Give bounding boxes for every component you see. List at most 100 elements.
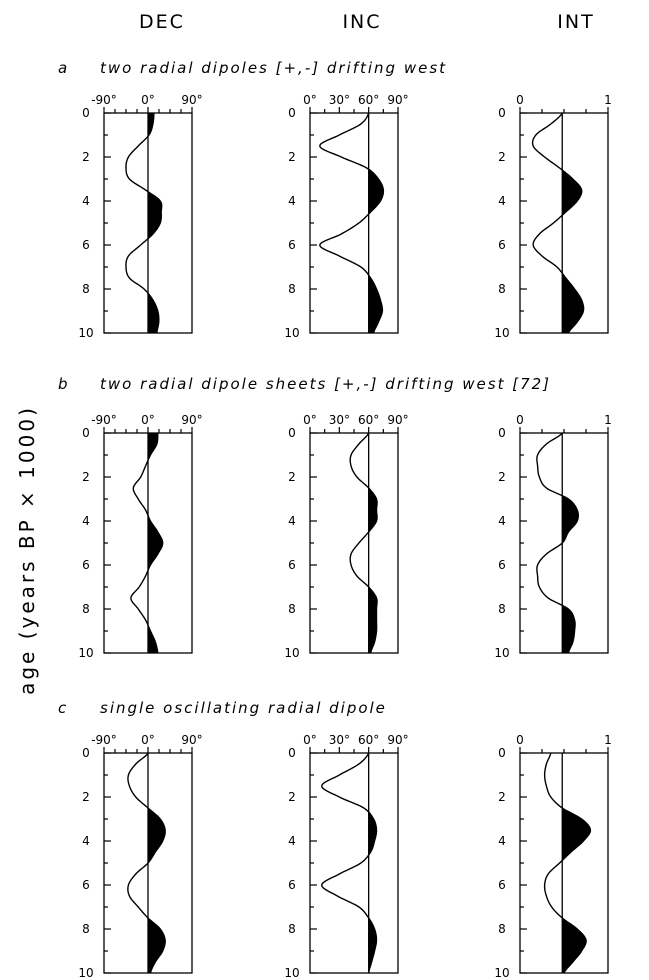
panel-a-DEC: 0 2 4 6 8 10 -90° 0° 90° [78,93,202,340]
y-tick-label-c-DEC: 4 [82,834,90,848]
panel-fill-c-DEC [148,753,166,973]
panel-fill-a-INT [562,113,584,333]
column-title-inc: INC [342,11,381,33]
panel-curve-c-INT [543,752,592,974]
y-tick-label-b-INT: 2 [498,470,506,484]
y-tick-label-c-DEC: 0 [82,746,90,760]
panel-curve-a-INC [319,112,385,334]
y-tick-label-b-INC: 0 [288,426,296,440]
y-tick-label-c-DEC: 8 [82,922,90,936]
panel-curve-a-DEC [125,112,163,334]
y-tick-label-b-INT: 8 [498,602,506,616]
panel-fill-a-DEC [148,113,162,333]
panel-frame-c-INC [309,752,399,974]
y-tick-label-a-DEC: 0 [82,106,90,120]
column-title-dec: DEC [139,11,185,33]
y-tick-label-c-INC: 10 [284,966,299,980]
panel-fill-b-INT [562,433,579,653]
x-tick-label-b-DEC: 90° [181,413,202,427]
panel-fill-c-INC [368,753,377,973]
x-tick-label-a-INC: 30° [329,93,350,107]
y-tick-label-c-INC: 8 [288,922,296,936]
panel-curve-c-INC [321,752,378,974]
panel-curve-a-INT [531,112,585,334]
y-tick-label-b-INT: 6 [498,558,506,572]
y-tick-label-b-INT: 0 [498,426,506,440]
panel-a-INC: 0 2 4 6 8 10 0° 30° 60° 90° [284,93,408,340]
x-tick-label-b-INC: 90° [387,413,408,427]
y-tick-label-a-INC: 10 [284,326,299,340]
x-tick-label-a-INC: 90° [387,93,408,107]
y-tick-label-a-DEC: 8 [82,282,90,296]
x-tick-label-b-DEC: 0° [141,413,155,427]
y-tick-label-a-INC: 0 [288,106,296,120]
y-tick-label-b-INC: 4 [288,514,296,528]
y-tick-label-c-INT: 8 [498,922,506,936]
x-tick-label-c-INC: 30° [329,733,350,747]
panel-b-DEC: 0 2 4 6 8 10 -90° 0° 90° [78,413,202,660]
panel-b-INC: 0 2 4 6 8 10 0° 30° 60° 90° [284,413,408,660]
y-tick-label-a-INC: 2 [288,150,296,164]
x-tick-label-b-INC: 60° [358,413,379,427]
y-tick-label-c-INC: 4 [288,834,296,848]
y-tick-label-a-INC: 4 [288,194,296,208]
y-tick-label-a-DEC: 10 [78,326,93,340]
y-tick-label-c-INT: 6 [498,878,506,892]
x-tick-label-b-DEC: -90° [91,413,117,427]
y-tick-label-b-DEC: 4 [82,514,90,528]
panel-fill-b-DEC [148,433,163,653]
x-tick-label-b-INT: 0 [516,413,524,427]
y-tick-label-b-INT: 4 [498,514,506,528]
x-tick-label-a-INT: 1 [604,93,612,107]
x-tick-label-a-DEC: 0° [141,93,155,107]
y-tick-label-a-DEC: 4 [82,194,90,208]
y-tick-label-b-DEC: 10 [78,646,93,660]
y-tick-label-c-INT: 4 [498,834,506,848]
row-title-b: two radial dipole sheets [+,-] drifting … [100,375,551,393]
x-tick-label-c-INT: 1 [604,733,612,747]
x-tick-label-c-DEC: 0° [141,733,155,747]
panel-c-INT: 0 2 4 6 8 10 0 1 [494,733,611,980]
y-tick-label-c-INC: 6 [288,878,296,892]
x-tick-label-a-INT: 0 [516,93,524,107]
x-tick-label-c-INC: 60° [358,733,379,747]
y-tick-label-c-INT: 0 [498,746,506,760]
y-tick-label-a-INT: 10 [494,326,509,340]
row-title-c: single oscillating radial dipole [100,699,387,717]
y-tick-label-c-DEC: 6 [82,878,90,892]
column-title-int: INT [557,11,594,33]
panel-c-DEC: 0 2 4 6 8 10 -90° 0° 90° [78,733,202,980]
y-tick-label-b-DEC: 8 [82,602,90,616]
x-tick-label-b-INC: 30° [329,413,350,427]
y-tick-label-a-INT: 6 [498,238,506,252]
panel-fill-a-INC [368,113,384,333]
row-title-a: two radial dipoles [+,-] drifting west [100,59,447,77]
y-tick-label-a-INT: 4 [498,194,506,208]
panel-b-INT: 0 2 4 6 8 10 0 1 [494,413,611,660]
y-tick-label-c-INT: 10 [494,966,509,980]
panel-frame-a-INC [309,112,399,334]
y-tick-label-c-DEC: 2 [82,790,90,804]
y-tick-label-a-INT: 2 [498,150,506,164]
row-letter-b: b [58,375,68,393]
x-tick-label-a-DEC: -90° [91,93,117,107]
y-tick-label-b-DEC: 2 [82,470,90,484]
panel-curve-b-DEC [130,432,164,654]
y-tick-label-b-INC: 6 [288,558,296,572]
y-tick-label-b-INT: 10 [494,646,509,660]
y-axis-label: age (years BP × 1000) [15,405,39,695]
y-tick-label-c-INC: 0 [288,746,296,760]
x-tick-label-c-INT: 0 [516,733,524,747]
panel-fill-b-INC [368,433,378,653]
panel-curve-b-INC [349,432,378,654]
y-tick-label-a-DEC: 6 [82,238,90,252]
y-tick-label-a-INT: 0 [498,106,506,120]
y-tick-label-a-INC: 6 [288,238,296,252]
x-tick-label-a-INC: 60° [358,93,379,107]
x-tick-label-c-DEC: 90° [181,733,202,747]
y-tick-label-c-INC: 2 [288,790,296,804]
y-tick-label-b-DEC: 6 [82,558,90,572]
x-tick-label-b-INC: 0° [303,413,317,427]
